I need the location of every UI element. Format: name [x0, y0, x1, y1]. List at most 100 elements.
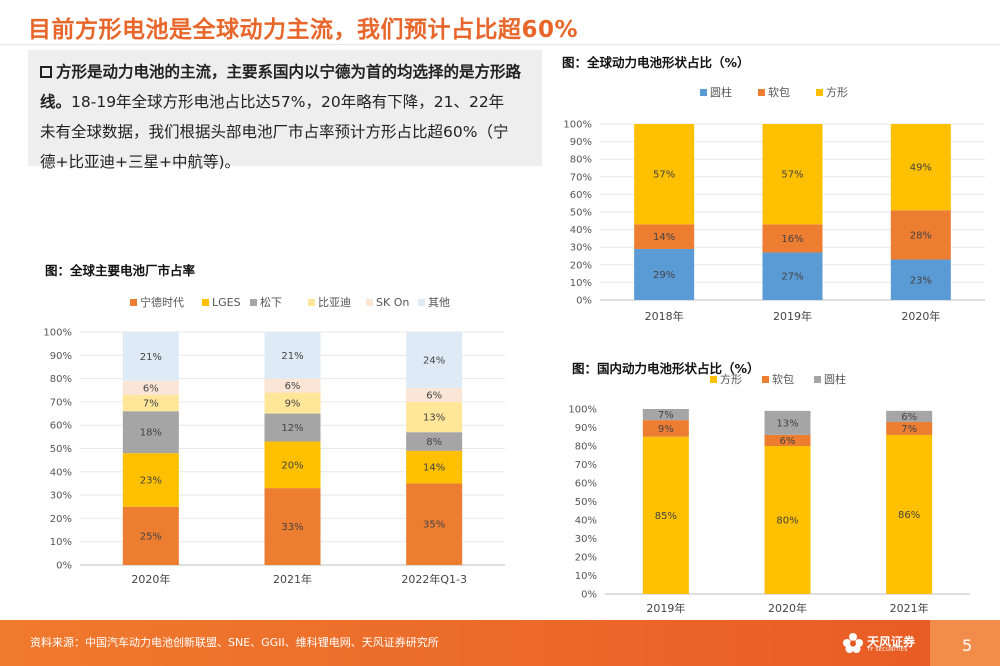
data-label: 13%: [776, 418, 798, 429]
logo-text: 天风证券: [867, 635, 916, 649]
data-label: 86%: [898, 510, 920, 521]
y-tick-label: 10%: [575, 571, 597, 582]
page-number-box: [930, 620, 1000, 666]
bar-segment: [264, 378, 321, 393]
y-tick-label: 20%: [50, 514, 72, 525]
bar-segment: [764, 410, 811, 435]
logo-subtext: TF SECURITIES: [867, 647, 908, 653]
data-label: 6%: [285, 381, 301, 392]
y-tick-label: 60%: [575, 479, 597, 490]
summary-bold-tail: 线。: [40, 93, 72, 111]
y-tick-label: 0%: [576, 296, 592, 307]
summary-textbox: 方形是动力电池的主流，主要系国内以宁德为首的均选择的是方形路 线。18-19年全…: [28, 50, 542, 171]
y-tick-label: 20%: [570, 260, 592, 271]
legend-swatch: [758, 89, 765, 96]
global-chart-caption: 图：全球动力电池形状占比（%）: [562, 55, 750, 70]
data-label: 57%: [781, 170, 803, 181]
domestic-chart-caption: 图：国内动力电池形状占比（%）: [572, 361, 760, 376]
legend-swatch: [130, 299, 137, 306]
y-tick-label: 90%: [570, 137, 592, 148]
data-label: 24%: [423, 355, 445, 366]
bar-segment: [762, 252, 823, 300]
bar-segment: [886, 434, 933, 594]
category-label: 2022年Q1-3: [401, 572, 467, 586]
y-tick-label: 70%: [570, 172, 592, 183]
footer-source: 资料来源：中国汽车动力电池创新联盟、SNE、GGII、维科锂电网、天风证券研究所: [30, 636, 439, 649]
legend-swatch: [202, 299, 209, 306]
data-label: 14%: [653, 232, 675, 243]
category-label: 2019年: [646, 601, 685, 615]
legend-label: 软包: [772, 372, 794, 386]
data-label: 6%: [143, 383, 159, 394]
legend-swatch: [814, 376, 821, 383]
makers-chart-caption: 图：全球主要电池厂市占率: [45, 263, 196, 278]
bar-segment: [634, 224, 695, 249]
data-label: 16%: [781, 234, 803, 245]
data-label: 9%: [658, 424, 674, 435]
bar-segment: [642, 409, 689, 421]
category-label: 2020年: [131, 572, 170, 586]
bar-segment: [406, 401, 463, 433]
bar-segment: [890, 124, 951, 211]
bar-segment: [122, 453, 179, 507]
summary-text-2: 18-19年全球方形电池占比达57%，20年略有下降，21、22年: [71, 93, 505, 111]
category-label: 2020年: [768, 601, 807, 615]
bar-segment: [764, 434, 811, 446]
y-tick-label: 80%: [570, 155, 592, 166]
data-label: 13%: [423, 413, 445, 424]
legend-label: 松下: [260, 295, 282, 309]
data-label: 80%: [776, 516, 798, 527]
bar-segment: [890, 210, 951, 260]
legend-label: 方形: [720, 372, 742, 386]
legend-label: LGES: [212, 296, 241, 309]
legend-label: 比亚迪: [318, 296, 351, 309]
bar-segment: [264, 332, 321, 379]
bar-segment: [634, 248, 695, 300]
bar-segment: [634, 124, 695, 225]
data-label: 29%: [653, 270, 675, 281]
footer-bar: [0, 620, 1000, 666]
global-shape-share-chart: 0% 10% 20% 30% 40% 50% 60% 70% 80% 90% 100% 圆柱 软包 方形 2…: [563, 85, 985, 323]
legend-label: 其他: [428, 296, 450, 309]
summary-line-3: 未有全球数据，我们根据头部电池厂市占率预计方形占比超60%（宁: [40, 123, 509, 141]
data-label: 8%: [426, 437, 442, 448]
legend-label: SK On: [376, 296, 409, 309]
data-label: 6%: [426, 390, 442, 401]
y-tick-label: 50%: [575, 497, 597, 508]
category-label: 2020年: [901, 309, 940, 323]
data-label: 49%: [910, 163, 932, 174]
y-tick-label: 0%: [56, 561, 72, 572]
bar-segment: [762, 124, 823, 225]
summary-line-1: 方形是动力电池的主流，主要系国内以宁德为首的均选择的是方形路: [40, 57, 530, 87]
bar-segment: [642, 436, 689, 594]
data-label: 12%: [281, 423, 303, 434]
flower-logo-icon: [843, 633, 863, 653]
category-label: 2019年: [773, 309, 812, 323]
bar-segment: [764, 446, 811, 594]
legend-swatch: [700, 89, 707, 96]
y-tick-label: 90%: [50, 351, 72, 362]
legend-label: 软包: [768, 85, 790, 99]
y-tick-label: 10%: [570, 278, 592, 289]
legend-label: 方形: [826, 85, 848, 99]
data-label: 23%: [910, 275, 932, 286]
data-label: 23%: [140, 475, 162, 486]
legend-swatch: [366, 299, 373, 306]
y-tick-label: 100%: [568, 405, 597, 416]
bar-segment: [886, 421, 933, 435]
data-label: 33%: [281, 522, 303, 533]
y-tick-label: 90%: [575, 423, 597, 434]
y-tick-label: 20%: [575, 553, 597, 564]
data-label: 85%: [655, 511, 677, 522]
bar-segment: [406, 450, 463, 484]
bar-segment: [122, 411, 179, 454]
bar-segment: [264, 392, 321, 414]
data-label: 20%: [281, 460, 303, 471]
y-tick-label: 30%: [50, 491, 72, 502]
bar-segment: [264, 441, 321, 489]
y-tick-label: 60%: [50, 421, 72, 432]
bar-segment: [122, 332, 179, 381]
bar-segment: [122, 380, 179, 395]
bar-segment: [406, 387, 463, 402]
legend-label: 宁德时代: [140, 295, 184, 309]
